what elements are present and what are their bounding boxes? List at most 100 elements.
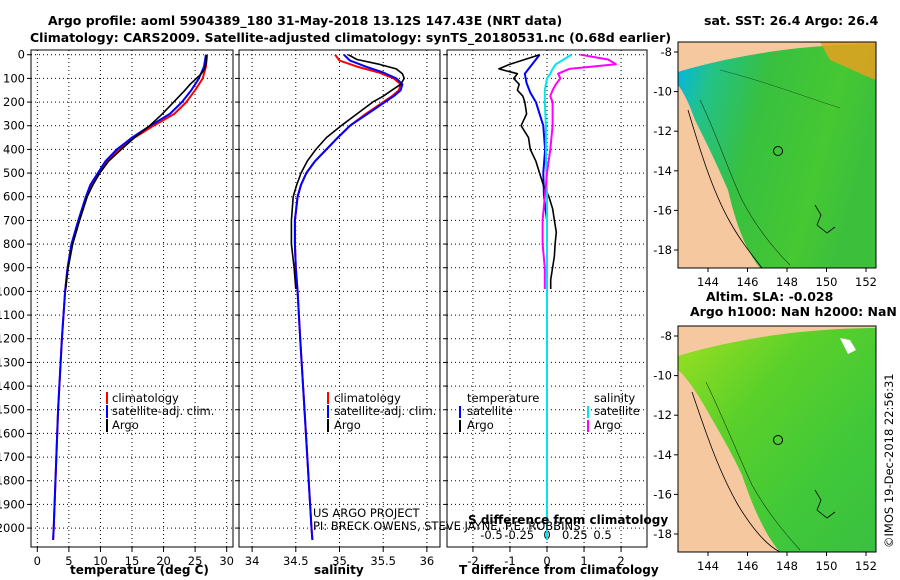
s-tick-label: -0.5	[480, 528, 502, 542]
salinity-legend: climatology satellite-adj. clim. Argo	[327, 391, 436, 432]
x-tick-label: 34	[245, 554, 260, 568]
map-y-tick-label: -8	[661, 329, 672, 343]
sla-argo-marker	[773, 435, 783, 445]
s-difference-axis-label: S difference from climatology	[468, 513, 668, 527]
series-line-argo	[290, 53, 406, 290]
map-y-tick-label: -12	[653, 408, 672, 422]
legend-label-argo: Argo	[334, 418, 361, 432]
map-x-tick-label: 152	[855, 275, 877, 289]
y-tick-label: 800	[3, 237, 25, 251]
map-x-tick-label: 144	[697, 275, 719, 289]
map-y-tick-label: -10	[653, 85, 672, 99]
map-x-tick-label: 146	[737, 275, 759, 289]
sst-map-title: sat. SST: 26.4 Argo: 26.4	[704, 13, 879, 28]
x-tick-label: 1	[580, 554, 587, 568]
y-tick-label: 300	[3, 119, 25, 133]
x-tick-label: 34.5	[283, 554, 309, 568]
sla-reef-outline	[814, 489, 836, 519]
sla-sea-surface	[678, 328, 876, 552]
sst-map-ticks: 144 146 148 150 152 -8 -10 -12 -14 -16 -18	[653, 45, 877, 289]
sla-map-ticks: 144 146 148 150 152 -8 -10 -12 -14 -16 -18	[653, 329, 877, 573]
legend-label-t-satellite: satellite	[467, 404, 513, 418]
temperature-profile-panel: 0 5 10 15 20 25 300100200300400500600700800900…	[0, 48, 234, 568]
x-tick-label: 0	[34, 554, 41, 568]
legend-label-satellite: satellite-adj. clim.	[112, 404, 214, 418]
series-line-argo	[64, 54, 208, 290]
map-y-tick-label: -8	[661, 45, 672, 59]
series-line-satellite-adj-clim-	[52, 54, 207, 540]
map-y-tick-label: -16	[653, 487, 672, 501]
map-y-tick-label: -14	[653, 164, 672, 178]
map-y-tick-label: -14	[653, 448, 672, 462]
x-tick-label: 35.5	[370, 554, 396, 568]
sst-sea-surface	[678, 44, 876, 268]
y-tick-label: 1900	[0, 497, 25, 511]
legend-label-climatology: climatology	[112, 391, 179, 405]
map-x-tick-label: 148	[776, 275, 798, 289]
series-line-t-argo	[498, 53, 558, 289]
y-tick-label: 1100	[0, 308, 25, 322]
sst-reef-contour-north	[719, 69, 841, 109]
x-tick-label: 0	[543, 554, 550, 568]
t-difference-axis-label: T difference from climatology	[459, 563, 659, 577]
y-tick-label: 900	[3, 261, 25, 275]
project-annotation-line-1: US ARGO PROJECT	[313, 506, 421, 520]
sla-coastline	[691, 391, 781, 552]
x-tick-label: 36	[420, 554, 435, 568]
x-tick-label: 10	[93, 554, 108, 568]
sst-argo-marker	[773, 146, 783, 156]
series-line-s-satellite	[543, 53, 572, 540]
map-x-tick-label: 146	[737, 559, 759, 573]
x-tick-label: 35	[332, 554, 347, 568]
y-tick-label: 1300	[0, 355, 25, 369]
sst-reef-contour	[699, 99, 791, 266]
map-y-tick-label: -10	[653, 369, 672, 383]
map-y-tick-label: -16	[653, 203, 672, 217]
x-tick-label: 5	[65, 554, 72, 568]
sla-map-frame	[677, 325, 877, 553]
x-tick-label: -2	[467, 554, 478, 568]
x-tick-label: 30	[219, 554, 234, 568]
legend-label-s-argo: Argo	[594, 418, 621, 432]
y-tick-label: 500	[3, 166, 25, 180]
sst-coastline	[687, 109, 763, 268]
map-x-tick-label: 148	[776, 559, 798, 573]
y-tick-label: 200	[3, 95, 25, 109]
legend-label-climatology: climatology	[334, 391, 401, 405]
x-tick-label: 20	[156, 554, 171, 568]
temperature-axis-label: temperature (deg C)	[70, 563, 209, 577]
sla-no-data-patch	[840, 338, 856, 354]
sla-map-title-line-1: Altim. SLA: -0.028	[706, 289, 833, 304]
map-x-tick-label: 150	[816, 275, 838, 289]
legend-label-s-satellite: satellite	[594, 404, 640, 418]
s-tick-label: -0.25	[504, 528, 534, 542]
title-line-2: Climatology: CARS2009. Satellite-adjuste…	[30, 30, 671, 46]
sla-map-title-line-2: Argo h1000: NaN h2000: NaN	[690, 304, 897, 319]
series-line-satellite-adj-clim-	[293, 53, 404, 540]
title-line-1: Argo profile: aoml 5904389_180 31-May-20…	[48, 13, 562, 29]
s-tick-label: 0.5	[593, 528, 611, 542]
y-tick-label: 700	[3, 213, 25, 227]
x-tick-label: -1	[504, 554, 515, 568]
y-tick-label: 100	[3, 71, 25, 85]
sst-reef-outline	[814, 204, 836, 234]
y-tick-label: 1400	[0, 379, 25, 393]
s-tick-label: 0.25	[562, 528, 588, 542]
legend-label-satellite: satellite-adj. clim.	[334, 404, 436, 418]
sst-map: 144 146 148 150 152 -8 -10 -12 -14 -16 -18	[653, 41, 877, 289]
legend-label-argo: Argo	[112, 418, 139, 432]
footer-credit: ©IMOS 19-Dec-2018 22:56:31	[882, 373, 896, 548]
legend-label-t-argo: Argo	[467, 418, 494, 432]
map-y-tick-label: -12	[653, 124, 672, 138]
x-tick-label: 15	[125, 554, 140, 568]
y-tick-label: 400	[3, 142, 25, 156]
project-annotation-line-2: PI: BRECK OWENS, STEVE JAYNE, P.E. ROBBI…	[313, 519, 580, 533]
salinity-profile-panel: 34 34.5 35 35.5 36	[235, 49, 441, 568]
y-tick-label: 1600	[0, 426, 25, 440]
map-x-tick-label: 144	[697, 559, 719, 573]
y-tick-label: 600	[3, 190, 25, 204]
map-y-tick-label: -18	[653, 243, 672, 257]
difference-legend: temperature satellite Argo salinity sate…	[459, 391, 640, 432]
legend-title-salinity: salinity	[594, 391, 635, 405]
